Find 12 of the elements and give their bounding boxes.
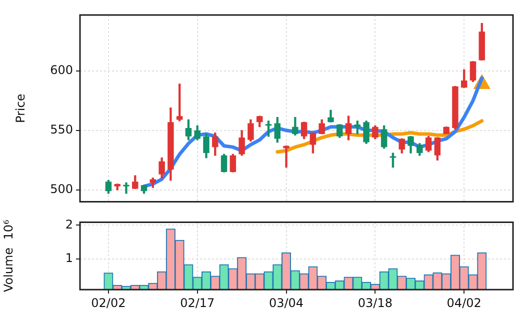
y-tick-label: 550 [50, 122, 73, 137]
y-tick-label: 500 [50, 182, 73, 196]
y-tick-label: 600 [50, 63, 73, 78]
y-tick-label: 2 [65, 217, 73, 232]
x-tick-label: 03/04 [268, 296, 304, 310]
x-tick-label: 02/17 [180, 296, 215, 310]
y-tick-label: 1 [65, 251, 73, 266]
x-tick-label: 02/02 [91, 296, 126, 310]
x-tick-label: 03/18 [358, 296, 392, 310]
x-tick-label: 04/02 [446, 296, 482, 310]
y-axis-title: Price [13, 94, 28, 124]
y-axis-title: Volume 10⁶ [1, 220, 16, 292]
